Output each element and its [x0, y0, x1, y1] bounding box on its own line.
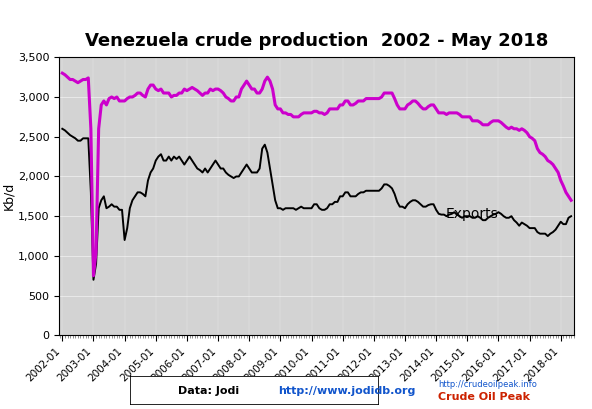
Text: Exports: Exports: [445, 207, 498, 221]
Text: Crude Oil Peak: Crude Oil Peak: [438, 392, 530, 402]
Text: Data: Jodi: Data: Jodi: [178, 386, 246, 396]
Y-axis label: Kb/d: Kb/d: [2, 182, 15, 211]
Title: Venezuela crude production  2002 - May 2018: Venezuela crude production 2002 - May 20…: [85, 32, 548, 50]
Text: http://crudeoilpeak.info: http://crudeoilpeak.info: [438, 380, 537, 389]
Text: http://www.jodidb.org: http://www.jodidb.org: [278, 386, 416, 396]
FancyBboxPatch shape: [130, 376, 379, 405]
